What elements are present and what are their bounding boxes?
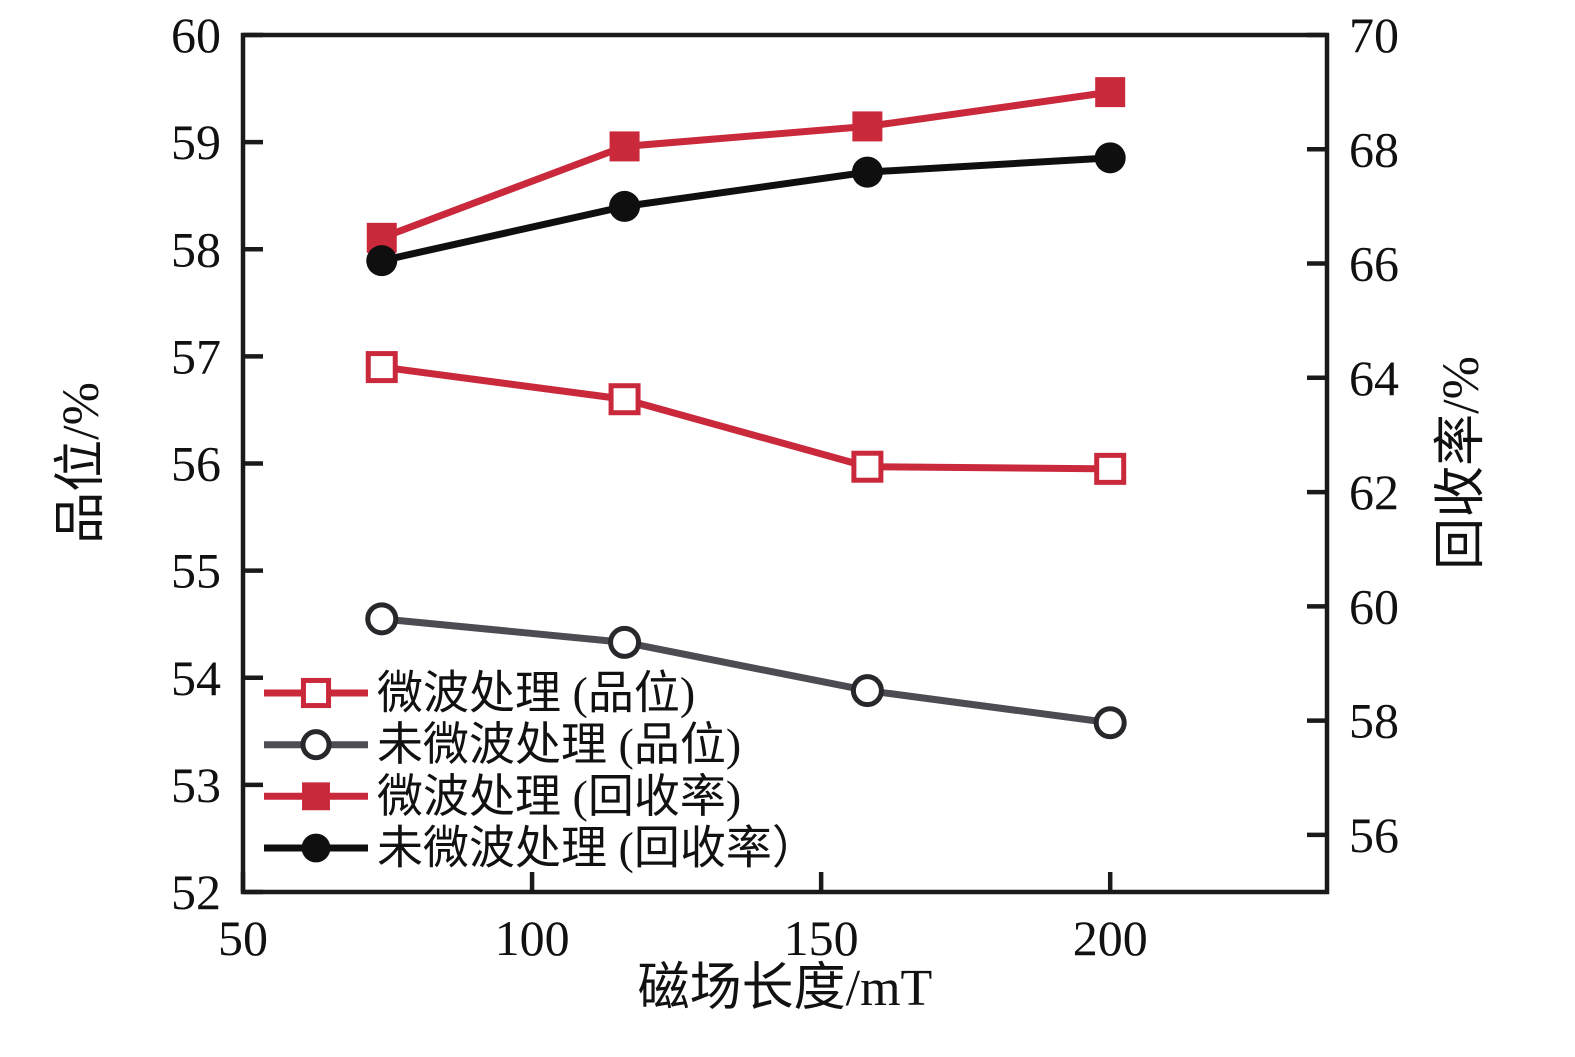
x-tick-label: 100 — [495, 910, 570, 966]
series-line — [380, 154, 1111, 265]
data-point-marker — [1094, 452, 1127, 485]
data-series — [365, 77, 1127, 740]
legend-label: 微波处理 (品位) — [377, 668, 695, 719]
y-right-tick-label: 68 — [1349, 121, 1399, 177]
series-line — [381, 363, 1111, 473]
y-right-tick-label: 62 — [1349, 464, 1399, 520]
x-axis-title: 磁场长度/mT — [638, 960, 933, 1017]
data-point-marker — [608, 625, 642, 659]
right-y-axis-title: 回收率/% — [1433, 356, 1490, 570]
data-point-marker — [1093, 706, 1127, 740]
y-left-tick-label: 53 — [171, 757, 221, 813]
y-right-tick-label: 60 — [1349, 578, 1399, 634]
data-point-marker — [1095, 77, 1126, 108]
data-point-marker — [851, 450, 884, 483]
legend-label: 未微波处理 (品位) — [377, 719, 741, 770]
data-point-marker — [300, 677, 332, 709]
legend-label: 微波处理 (回收率) — [377, 771, 741, 822]
y-left-tick-label: 58 — [171, 221, 221, 277]
left-y-axis-title: 品位/% — [53, 382, 110, 544]
data-point-marker — [609, 131, 640, 162]
axes-ticks: 50 100 150 200 52 53 54 55 56 57 58 59 60 56 58 60 62 64 6… — [171, 7, 1399, 966]
series-line — [381, 615, 1111, 727]
y-left-tick-label: 56 — [171, 436, 221, 492]
data-point-marker — [366, 245, 398, 277]
x-tick-label: 200 — [1073, 910, 1148, 966]
data-point-marker — [608, 383, 641, 416]
legend-label: 未微波处理 (回收率） — [377, 823, 818, 874]
data-point-marker — [1094, 142, 1126, 174]
y-left-tick-label: 57 — [171, 328, 221, 384]
data-point-marker — [302, 782, 330, 811]
y-left-tick-label: 60 — [171, 7, 221, 63]
data-point-marker — [300, 729, 332, 761]
data-point-marker — [301, 833, 331, 863]
y-left-tick-label: 55 — [171, 543, 221, 599]
y-left-tick-label: 59 — [171, 114, 221, 170]
x-tick-label: 50 — [218, 910, 268, 966]
series-line — [380, 88, 1111, 242]
y-right-tick-label: 58 — [1349, 693, 1399, 749]
data-point-marker — [851, 156, 883, 188]
y-right-tick-label: 64 — [1349, 350, 1399, 406]
data-point-marker — [609, 190, 641, 222]
y-left-tick-label: 54 — [171, 650, 221, 706]
data-point-marker — [850, 674, 884, 708]
data-point-marker — [365, 351, 398, 384]
data-point-marker — [852, 111, 883, 142]
y-right-tick-label: 56 — [1349, 807, 1399, 863]
data-point-marker — [365, 602, 399, 636]
x-tick-label: 150 — [784, 910, 859, 966]
y-left-tick-label: 52 — [171, 864, 221, 920]
y-right-tick-label: 70 — [1349, 7, 1399, 63]
legend: 微波处理 (品位)未微波处理 (品位)微波处理 (回收率)未微波处理 (回收率） — [264, 668, 818, 874]
y-right-tick-label: 66 — [1349, 236, 1399, 292]
